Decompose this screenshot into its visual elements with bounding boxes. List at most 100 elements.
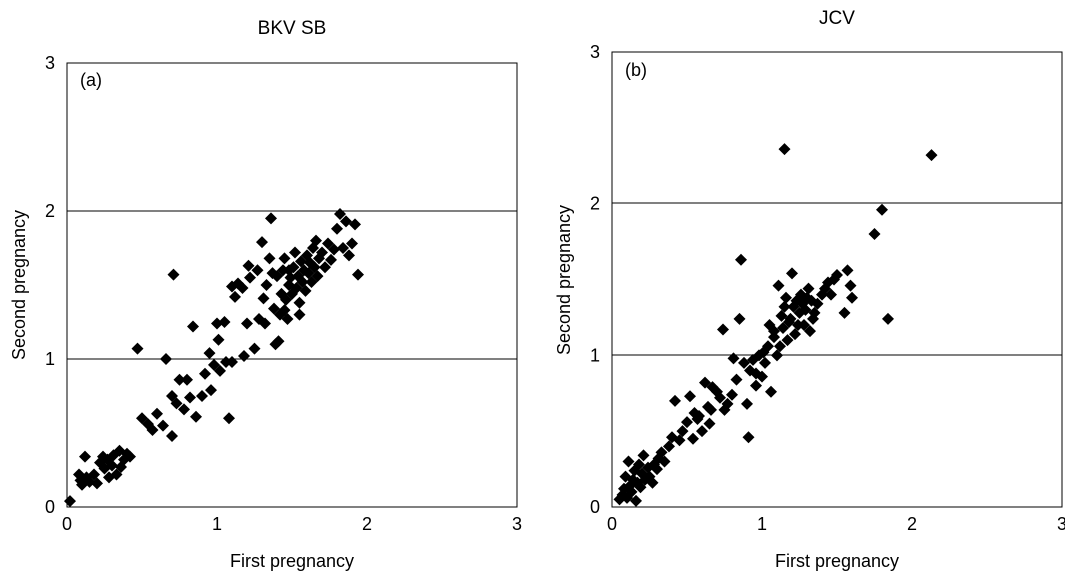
data-point — [331, 222, 343, 235]
data-point — [79, 450, 91, 463]
y-tick-label: 3 — [45, 53, 55, 73]
data-point — [205, 384, 217, 397]
data-point — [669, 394, 681, 407]
data-point — [651, 463, 663, 476]
data-point — [131, 342, 144, 355]
data-point — [771, 349, 783, 362]
data-point — [778, 300, 791, 313]
data-point — [178, 403, 190, 416]
data-point — [799, 303, 812, 316]
data-point — [802, 282, 815, 295]
x-tick-labels: 0 1 2 3 — [607, 514, 1065, 534]
data-point — [260, 279, 273, 291]
x-axis-label: First pregnancy — [775, 551, 899, 571]
data-point — [733, 312, 746, 325]
data-point — [714, 391, 726, 404]
data-point — [236, 281, 249, 294]
y-axis-label: Second pregnancy — [9, 210, 29, 360]
data-point — [263, 252, 276, 265]
data-point — [646, 476, 659, 489]
data-point — [693, 410, 705, 422]
x-tick-label: 1 — [757, 514, 767, 534]
data-point — [634, 481, 647, 494]
data-point — [218, 316, 231, 328]
data-point — [696, 425, 708, 438]
data-point — [257, 292, 270, 305]
data-point — [831, 268, 843, 281]
data-point — [242, 259, 255, 272]
data-point — [259, 317, 271, 330]
y-tick-label: 1 — [45, 349, 55, 369]
data-point — [781, 334, 794, 347]
data-point — [768, 325, 780, 338]
data-point — [774, 340, 786, 353]
data-point — [91, 477, 103, 490]
data-point — [798, 319, 810, 331]
data-point — [786, 267, 798, 280]
data-point — [622, 455, 635, 468]
data-point — [756, 370, 768, 383]
data-point — [343, 249, 355, 262]
scatter-panel-b: JCV (b) 0 1 2 3 0 1 2 3 First pregnancy Second… — [554, 8, 1065, 571]
data-point — [223, 412, 235, 425]
data-point — [278, 252, 291, 265]
data-point — [876, 203, 888, 216]
y-tick-label: 0 — [45, 497, 55, 517]
data-point — [765, 385, 777, 398]
data-point — [196, 390, 208, 402]
data-point — [334, 207, 346, 220]
data-point — [727, 352, 740, 365]
data-point — [741, 397, 753, 410]
data-point — [166, 429, 178, 442]
y-axis-label: Second pregnancy — [554, 205, 574, 355]
data-point — [687, 432, 699, 445]
data-point — [705, 403, 717, 416]
x-tick-labels: 0 1 2 3 — [62, 514, 522, 534]
panel-label: (b) — [625, 60, 647, 80]
data-point — [841, 264, 854, 277]
y-tick-label: 3 — [590, 42, 600, 62]
data-point — [772, 279, 785, 292]
data-point — [780, 291, 792, 304]
data-point — [726, 388, 738, 401]
data-point — [146, 424, 159, 437]
data-point — [265, 212, 277, 225]
data-point — [784, 312, 797, 325]
data-point — [352, 268, 364, 281]
data-point — [346, 237, 358, 250]
data-point — [684, 390, 696, 403]
data-point — [778, 143, 791, 156]
data-point — [742, 431, 755, 444]
data-point — [762, 340, 774, 353]
data-point — [106, 459, 118, 472]
data-point — [244, 271, 256, 284]
data-point — [663, 440, 675, 453]
data-point — [181, 373, 193, 386]
data-point — [750, 379, 762, 392]
data-point — [868, 228, 881, 240]
data-point — [184, 391, 196, 404]
data-point — [199, 367, 211, 380]
plot-frame — [66, 62, 518, 508]
x-tick-label: 0 — [62, 514, 72, 534]
data-point — [256, 236, 268, 249]
x-axis-label: First pregnancy — [230, 551, 354, 571]
data-point — [637, 449, 650, 462]
data-point — [738, 356, 750, 369]
data-point — [673, 434, 686, 447]
data-points — [613, 143, 938, 507]
data-point — [777, 322, 789, 335]
data-point — [630, 494, 642, 507]
chart-title: JCV — [819, 8, 855, 29]
data-point — [768, 331, 780, 344]
data-point — [299, 284, 312, 297]
y-tick-labels: 0 1 2 3 — [590, 42, 600, 517]
x-tick-label: 2 — [907, 514, 917, 534]
data-point — [238, 350, 250, 363]
y-tick-label: 2 — [45, 201, 55, 221]
data-point — [730, 373, 743, 386]
data-point — [167, 268, 180, 281]
data-point — [151, 407, 163, 420]
data-point — [658, 455, 671, 468]
